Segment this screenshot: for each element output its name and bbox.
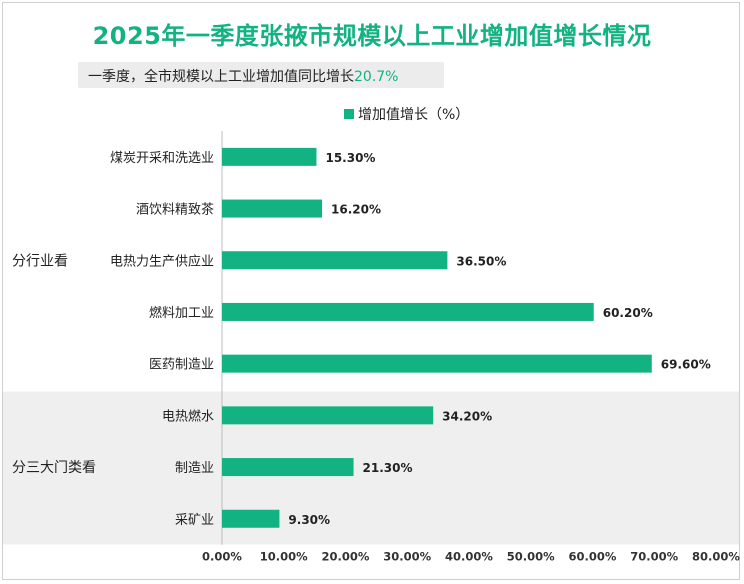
data-label: 9.30%: [288, 513, 330, 527]
subtitle-value: 20.7%: [354, 69, 399, 85]
x-tick-label: 40.00%: [445, 550, 493, 564]
x-tick-label: 0.00%: [202, 550, 242, 564]
category-label: 制造业: [175, 461, 214, 476]
x-tick-label: 50.00%: [507, 550, 555, 564]
legend: 增加值增长（%）: [344, 104, 469, 124]
category-label: 电热力生产供应业: [110, 253, 214, 269]
data-label: 21.30%: [363, 461, 413, 475]
category-label: 燃料加工业: [149, 305, 214, 321]
x-tick-label: 20.00%: [322, 550, 370, 564]
group-label: 分行业看: [12, 253, 68, 269]
legend-swatch: [344, 109, 354, 119]
bar: [222, 458, 354, 477]
data-label: 15.30%: [325, 151, 375, 165]
chart-title: 2025年一季度张掖市规模以上工业增加值增长情况: [92, 22, 652, 50]
bar: [222, 354, 652, 373]
data-label: 69.60%: [661, 358, 711, 372]
category-label: 电热燃水: [162, 408, 214, 424]
category-label: 医药制造业: [149, 358, 214, 373]
data-label: 36.50%: [456, 254, 506, 268]
legend-label: 增加值增长（%）: [358, 107, 470, 123]
group-label: 分三大门类看: [12, 460, 96, 476]
bar: [222, 509, 280, 528]
category-label: 酒饮料精致茶: [136, 202, 214, 218]
x-tick-label: 70.00%: [630, 550, 678, 564]
bar: [222, 147, 317, 166]
x-tick-label: 60.00%: [569, 550, 617, 564]
data-label: 16.20%: [331, 203, 381, 217]
subtitle-text: 一季度，全市规模以上工业增加值同比增长: [88, 69, 354, 85]
category-label: 煤炭开采和洗选业: [110, 151, 214, 166]
subtitle: 一季度，全市规模以上工业增加值同比增长20.7%: [88, 66, 398, 86]
x-tick-label: 80.00%: [692, 550, 740, 564]
bar: [222, 302, 594, 321]
category-label: 采矿业: [175, 513, 214, 528]
bar: [222, 199, 323, 218]
x-tick-label: 10.00%: [260, 550, 308, 564]
x-tick-label: 30.00%: [383, 550, 431, 564]
bar: [222, 251, 448, 270]
data-label: 60.20%: [603, 306, 653, 320]
subtitle-box: [78, 62, 444, 88]
bar: [222, 406, 434, 425]
data-label: 34.20%: [442, 409, 492, 423]
